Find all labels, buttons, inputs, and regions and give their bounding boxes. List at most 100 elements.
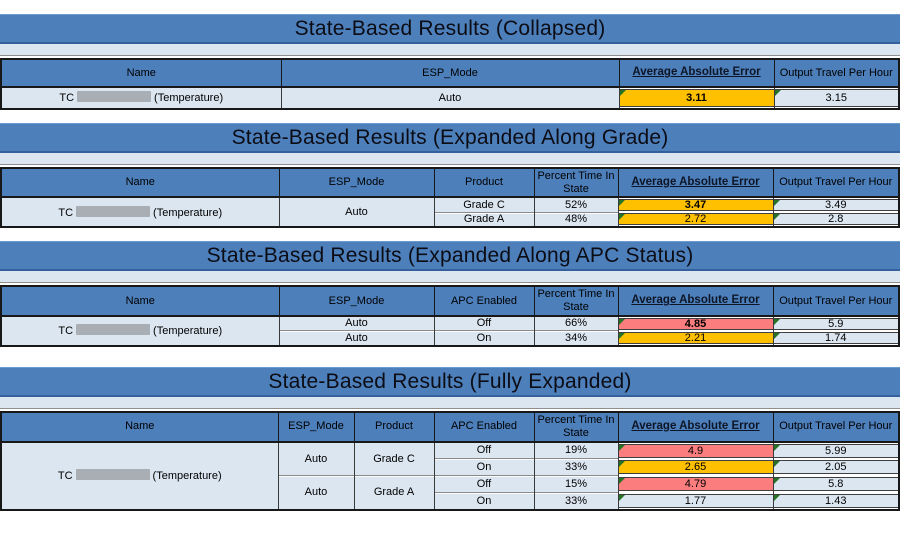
apc-enabled-cell: Off — [433, 315, 535, 331]
expanded-grade-table: Name ESP_Mode Product Percent Time In St… — [0, 167, 900, 229]
aae-value-cell: 4.85 — [617, 315, 774, 331]
avg-abs-error-header[interactable]: Average Absolute Error — [618, 59, 775, 88]
avg-abs-error-header[interactable]: Average Absolute Error — [617, 168, 774, 199]
flag-triangle-icon — [773, 478, 780, 485]
product-cell: Grade C — [353, 441, 435, 476]
output-travel-header: Output Travel Per Hour — [772, 168, 900, 199]
collapsed-table: Name ESP_Mode Average Absolute Error Out… — [0, 58, 900, 110]
tag-prefix: TC — [58, 206, 74, 219]
percent-time-header: Percent Time In State — [533, 168, 619, 199]
percent-time-cell: 19% — [533, 441, 619, 459]
esp-mode-header: ESP_Mode — [278, 168, 435, 199]
output-value: 3.15 — [825, 91, 847, 104]
tag-suffix: (Temperature) — [153, 206, 223, 219]
output-value: 1.43 — [825, 494, 847, 507]
output-value: 2.05 — [825, 461, 847, 474]
flag-triangle-icon — [774, 90, 781, 96]
aae-value: 3.47 — [684, 199, 707, 212]
output-value-cell: 5.9 — [772, 315, 900, 331]
aae-value-cell: 3.11 — [618, 87, 775, 109]
fully-expanded-table: Name ESP_Mode Product APC Enabled Percen… — [0, 410, 900, 511]
output-travel-header: Output Travel Per Hour — [773, 59, 900, 88]
output-value-cell: 1.74 — [772, 330, 900, 346]
apc-enabled-cell: On — [433, 330, 535, 346]
section-fully-expanded: State-Based Results (Fully Expanded) Nam… — [0, 366, 900, 511]
product-cell: Grade A — [433, 211, 535, 228]
name-header: Name — [0, 411, 279, 443]
flag-triangle-icon — [618, 214, 625, 221]
name-cell: TC (Temperature) — [0, 315, 280, 346]
apc-enabled-cell: On — [433, 492, 535, 510]
redaction-box — [76, 324, 151, 336]
flag-triangle-icon — [618, 200, 625, 207]
flag-triangle-icon — [618, 478, 625, 485]
flag-triangle-icon — [773, 214, 780, 221]
output-travel-header: Output Travel Per Hour — [772, 286, 900, 317]
esp-mode-header: ESP_Mode — [278, 286, 435, 317]
apc-enabled-cell: Off — [433, 475, 535, 493]
output-value: 2.8 — [828, 213, 844, 226]
table3-title-bar: State-Based Results (Expanded Along APC … — [0, 241, 900, 272]
aae-value: 4.9 — [687, 444, 704, 457]
flag-triangle-icon — [773, 494, 780, 501]
output-value-cell: 1.43 — [772, 492, 900, 510]
esp-mode-header: ESP_Mode — [280, 59, 620, 88]
percent-time-cell: 33% — [533, 458, 619, 476]
spacer-strip — [0, 44, 900, 56]
output-value-cell: 2.8 — [772, 212, 900, 228]
flag-triangle-icon — [618, 318, 625, 325]
redaction-box — [77, 91, 152, 103]
flag-triangle-icon — [773, 444, 780, 451]
output-value: 5.99 — [825, 444, 847, 457]
avg-abs-error-header[interactable]: Average Absolute Error — [617, 411, 774, 443]
aae-value: 2.72 — [684, 213, 707, 226]
spacer-strip — [0, 153, 900, 165]
esp-mode-cell: Auto — [278, 197, 435, 228]
output-value: 5.8 — [828, 478, 844, 491]
output-value-cell: 2.05 — [772, 458, 900, 476]
aae-value: 3.11 — [686, 91, 707, 104]
aae-value-cell: 4.9 — [617, 441, 774, 459]
name-cell: TC (Temperature) — [0, 197, 280, 228]
aae-value-cell: 2.65 — [617, 458, 774, 476]
output-value-cell: 3.49 — [772, 197, 900, 213]
flag-triangle-icon — [773, 332, 780, 339]
product-header: Product — [353, 411, 435, 443]
tag-suffix: (Temperature) — [152, 470, 222, 483]
aae-value-cell: 2.21 — [617, 330, 774, 346]
name-header: Name — [0, 59, 282, 88]
expanded-apc-table: Name ESP_Mode APC Enabled Percent Time I… — [0, 285, 900, 347]
esp-mode-cell: Auto — [277, 475, 355, 510]
output-travel-header: Output Travel Per Hour — [772, 411, 900, 443]
percent-time-cell: 15% — [533, 475, 619, 493]
aae-value-cell: 3.47 — [617, 197, 774, 213]
percent-time-header: Percent Time In State — [533, 411, 619, 443]
aae-value-cell: 4.79 — [617, 475, 774, 493]
flag-triangle-icon — [773, 200, 780, 207]
apc-enabled-cell: Off — [433, 441, 535, 459]
table4-title: State-Based Results (Fully Expanded) — [268, 369, 632, 393]
redaction-box — [76, 205, 151, 217]
redaction-box — [75, 469, 150, 481]
percent-time-cell: 34% — [533, 330, 619, 346]
esp-mode-cell: Auto — [278, 330, 435, 346]
output-value-cell: 3.15 — [773, 87, 900, 109]
spacer-strip — [0, 271, 900, 284]
table4-title-bar: State-Based Results (Fully Expanded) — [0, 366, 900, 397]
name-header: Name — [0, 286, 280, 317]
output-value: 5.9 — [828, 317, 844, 330]
product-cell: Grade C — [433, 197, 535, 213]
aae-value: 4.85 — [684, 317, 707, 330]
aae-value: 2.65 — [684, 461, 707, 474]
product-header: Product — [433, 168, 535, 199]
esp-mode-header: ESP_Mode — [277, 411, 355, 443]
flag-triangle-icon — [773, 461, 780, 468]
avg-abs-error-header[interactable]: Average Absolute Error — [617, 286, 774, 317]
flag-triangle-icon — [618, 332, 625, 339]
table2-title-bar: State-Based Results (Expanded Along Grad… — [0, 123, 900, 153]
table3-title: State-Based Results (Expanded Along APC … — [206, 244, 694, 268]
aae-value-cell: 2.72 — [617, 212, 774, 228]
section-collapsed: State-Based Results (Collapsed) Name ESP… — [0, 14, 900, 110]
percent-time-header: Percent Time In State — [533, 286, 619, 317]
